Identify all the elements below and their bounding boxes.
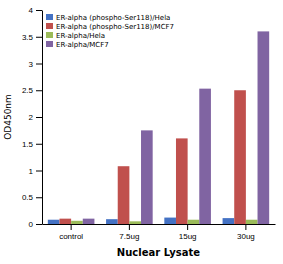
y-tick-mark — [36, 144, 42, 145]
bar — [223, 218, 235, 224]
y-tick-label: 3 — [29, 60, 34, 69]
bar — [199, 89, 211, 224]
legend: ER-alpha (phospho-Ser118)/HelaER-alpha (… — [46, 14, 174, 49]
bar — [141, 130, 153, 224]
bar — [118, 166, 130, 224]
legend-label: ER-alpha/Hela — [56, 32, 105, 40]
y-tick: 0.5 — [22, 193, 42, 202]
plot-area: control 7.5ug 15ug 30ug 0 0.5 1 1.5 2 2.5 3 3.5 4 ER-… — [22, 6, 276, 241]
y-tick-label: 2 — [29, 113, 34, 122]
bar — [106, 219, 118, 224]
y-tick: 2 — [29, 113, 42, 122]
y-tick: 1.5 — [22, 140, 42, 149]
bar — [258, 31, 270, 224]
y-tick: 1 — [29, 167, 42, 176]
x-tick: control — [59, 224, 83, 241]
y-tick-label: 0 — [29, 220, 34, 229]
x-axis: control 7.5ug 15ug 30ug — [43, 224, 276, 241]
y-tick-label: 0.5 — [22, 193, 34, 202]
y-tick-mark — [36, 10, 42, 11]
x-tick-mark — [245, 224, 246, 230]
x-tick: 30ug — [237, 224, 255, 241]
y-tick-label: 1.5 — [22, 140, 34, 149]
y-tick-mark — [36, 224, 42, 225]
legend-swatch — [46, 41, 53, 47]
y-axis: 0 0.5 1 1.5 2 2.5 3 3.5 4 — [22, 6, 43, 229]
x-tick-label: 30ug — [237, 232, 255, 241]
bar-series — [59, 90, 245, 224]
y-axis-title: OD450nm — [3, 94, 13, 140]
bar-series — [71, 220, 257, 224]
legend-item: ER-alpha (phospho-Ser118)/MCF7 — [46, 23, 174, 31]
bars — [48, 31, 269, 224]
bar — [129, 221, 141, 224]
y-axis-line — [42, 11, 43, 225]
y-tick-mark — [36, 37, 42, 38]
legend-swatch — [46, 14, 53, 20]
y-tick-mark — [36, 197, 42, 198]
x-axis-title: Nuclear Lysate — [117, 247, 200, 258]
y-tick-mark — [36, 171, 42, 172]
legend-item: ER-alpha/MCF7 — [46, 41, 109, 49]
bar — [164, 218, 176, 224]
y-tick: 4 — [29, 6, 42, 15]
bar — [176, 138, 188, 224]
x-tick: 15ug — [179, 224, 197, 241]
legend-item: ER-alpha/Hela — [46, 32, 105, 40]
x-axis-line — [43, 224, 276, 225]
bar — [188, 220, 200, 224]
y-tick-label: 2.5 — [22, 86, 34, 95]
y-tick-mark — [36, 64, 42, 65]
y-tick: 0 — [29, 220, 42, 229]
legend-label: ER-alpha (phospho-Ser118)/MCF7 — [56, 23, 174, 31]
y-tick: 3 — [29, 60, 42, 69]
y-tick-label: 4 — [29, 6, 34, 15]
y-tick: 2.5 — [22, 86, 42, 95]
x-tick-label: 7.5ug — [119, 232, 139, 241]
legend-swatch — [46, 32, 53, 38]
legend-item: ER-alpha (phospho-Ser118)/Hela — [46, 14, 170, 22]
bar — [234, 90, 246, 224]
x-tick-label: control — [59, 232, 83, 241]
bar — [71, 221, 83, 224]
legend-swatch — [46, 23, 53, 29]
legend-label: ER-alpha (phospho-Ser118)/Hela — [56, 14, 170, 22]
bar — [83, 219, 95, 224]
y-tick-label: 1 — [29, 167, 34, 176]
x-tick: 7.5ug — [119, 224, 139, 241]
chart: control 7.5ug 15ug 30ug 0 0.5 1 1.5 2 2.5 3 3.5 4 ER-… — [0, 0, 283, 264]
y-tick-label: 3.5 — [22, 33, 34, 42]
y-tick: 3.5 — [22, 33, 42, 42]
x-tick-mark — [187, 224, 188, 230]
x-tick-label: 15ug — [179, 232, 197, 241]
x-tick-mark — [71, 224, 72, 230]
legend-label: ER-alpha/MCF7 — [56, 41, 109, 49]
bar-series — [83, 31, 269, 224]
y-tick-mark — [36, 90, 42, 91]
bar — [59, 219, 71, 224]
y-tick-mark — [36, 117, 42, 118]
bar — [48, 220, 60, 224]
bar — [246, 220, 258, 224]
x-tick-mark — [129, 224, 130, 230]
